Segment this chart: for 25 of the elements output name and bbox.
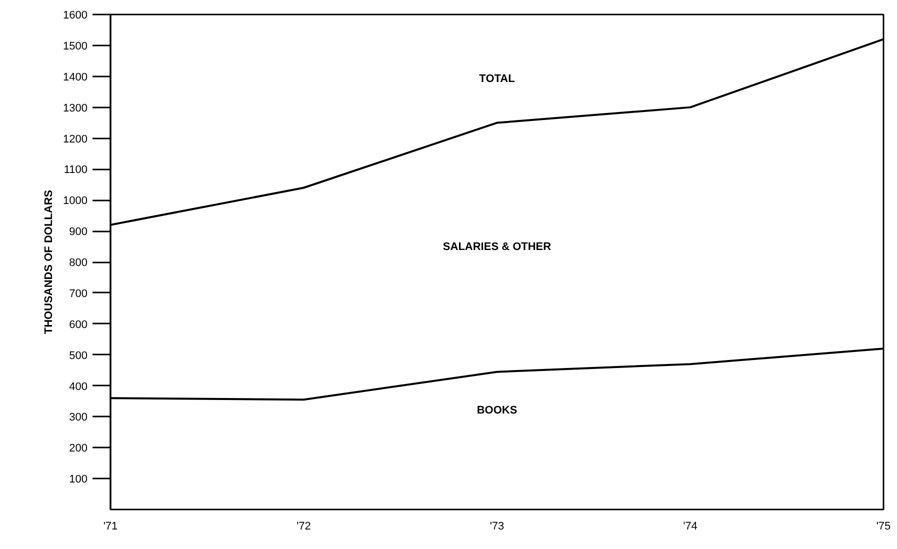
x-tick-label: '71 <box>103 520 118 532</box>
x-tick-label: '75 <box>876 520 891 532</box>
y-tick-label: 800 <box>69 257 88 269</box>
y-tick-label: 1300 <box>63 102 88 114</box>
x-tick-label: '74 <box>683 520 698 532</box>
y-tick-label: 100 <box>69 474 88 486</box>
annotation: BOOKS <box>476 404 518 416</box>
x-tick-label: '72 <box>296 520 311 532</box>
y-tick-label: 1000 <box>63 195 88 208</box>
y-tick-label: 900 <box>69 226 88 238</box>
y-tick-label: 500 <box>69 350 88 362</box>
annotation: TOTAL <box>479 72 516 85</box>
y-tick-label: 700 <box>69 288 88 300</box>
x-tick-label: '73 <box>490 520 504 532</box>
y-tick-label: 1500 <box>63 40 88 52</box>
y-tick-label: 1400 <box>63 71 88 84</box>
y-tick-label: 400 <box>69 380 88 393</box>
y-tick-label: 300 <box>69 412 88 424</box>
y-axis-title: THOUSANDS OF DOLLARS <box>43 190 56 334</box>
y-tick-label: 1100 <box>64 164 88 176</box>
y-tick-label: 1200 <box>63 133 88 146</box>
y-tick-label: 1600 <box>63 10 88 22</box>
annotation: SALARIES & OTHER <box>442 241 552 254</box>
y-tick-label: 200 <box>69 442 88 455</box>
y-tick-label: 600 <box>69 318 88 331</box>
